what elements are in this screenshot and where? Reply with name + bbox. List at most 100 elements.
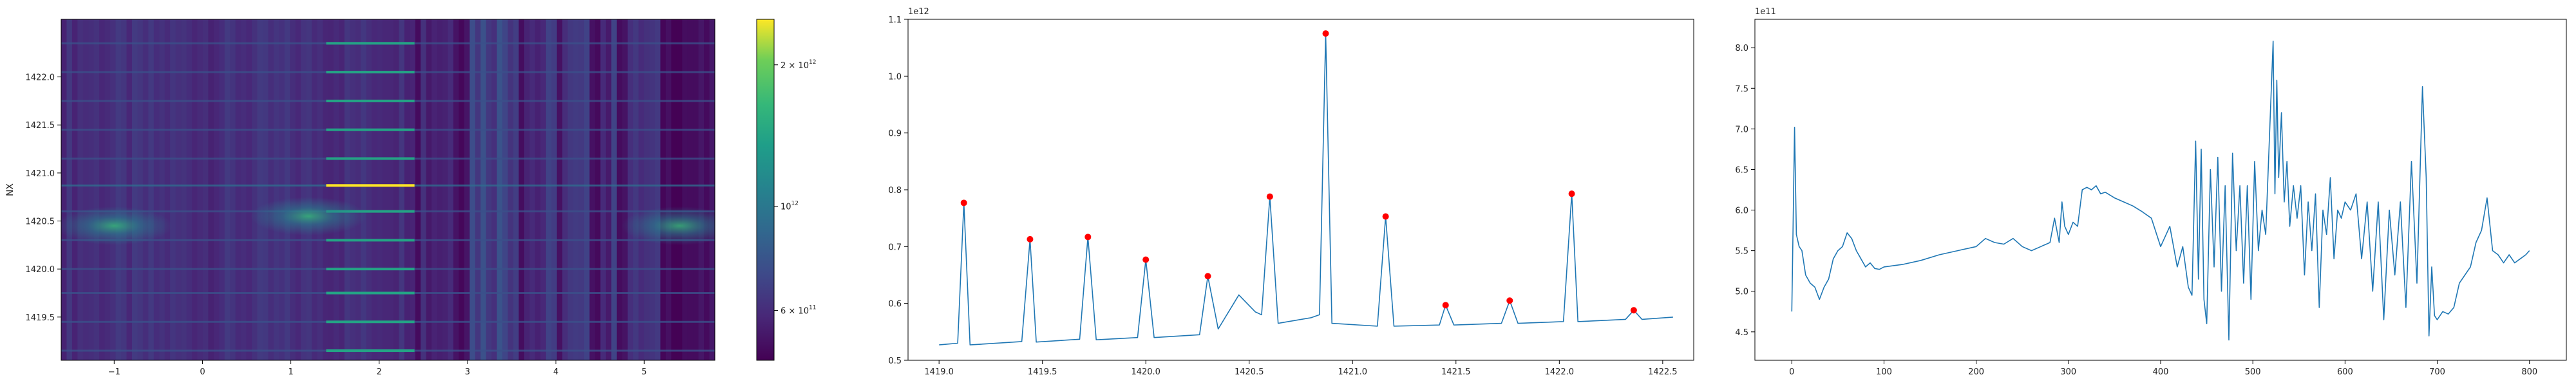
heatmap-column (219, 19, 225, 360)
x-tick-label: 700 (2429, 367, 2445, 377)
heatmap-column (192, 19, 198, 360)
peak-marker (1442, 302, 1449, 309)
heatmap-column (507, 19, 514, 360)
trace-y-ticks: 4.5 5.0 5.5 6.0 6.5 7.0 7.5 8.0 (1735, 44, 1755, 338)
heatmap-column (524, 19, 531, 360)
heatmap-column (491, 19, 498, 360)
y-tick-label: 1421.5 (26, 121, 55, 131)
x-tick-label: 600 (2337, 367, 2353, 377)
peaks-offset-text: 1e12 (908, 7, 929, 17)
heatmap-column (170, 19, 176, 360)
x-tick-label: 1422.0 (1545, 367, 1575, 377)
heatmap-column (339, 19, 345, 360)
heatmap-row-segment (326, 128, 415, 131)
heatmap-column (142, 19, 149, 360)
heatmap-y-axis-label: NX (5, 183, 15, 196)
heatmap-column (545, 19, 552, 360)
heatmap-column (366, 19, 372, 360)
heatmap-column (589, 19, 596, 360)
heatmap-column (442, 19, 449, 360)
heatmap-column (110, 19, 117, 360)
heatmap-column (344, 19, 350, 360)
heatmap-column (77, 19, 84, 360)
heatmap-y-ticks: 1419.5 1420.0 1420.5 1421.0 1421.5 1422.0 (26, 73, 61, 323)
heatmap-column (399, 19, 405, 360)
trace-x-ticks: 0 100 200 300 400 500 600 700 800 (1789, 360, 2537, 377)
heatmap-column (638, 19, 645, 360)
x-tick-label: 400 (2153, 367, 2169, 377)
heatmap-row-segment (326, 239, 415, 242)
peak-marker (1142, 256, 1150, 263)
x-tick-label: 0 (200, 367, 205, 377)
peak-marker (1027, 235, 1034, 243)
y-tick-label: 1420.5 (26, 217, 55, 227)
x-tick-label: 4 (553, 367, 558, 377)
x-tick-label: 100 (1876, 367, 1892, 377)
heatmap-column (633, 19, 639, 360)
heatmap-cells (61, 19, 715, 360)
peaks-x-ticks: 1419.0 1419.5 1420.0 1420.5 1421.0 1421.5 1422… (924, 360, 1678, 377)
heatmap-column (497, 19, 503, 360)
heatmap-column (268, 19, 274, 360)
trace-frame (1754, 19, 2567, 361)
heatmap-column (301, 19, 307, 360)
heatmap-column (644, 19, 650, 360)
y-tick-label: 0.7 (888, 243, 902, 252)
heatmap-column (99, 19, 106, 360)
heatmap-column (578, 19, 585, 360)
heatmap-column (393, 19, 400, 360)
x-tick-label: −1 (108, 367, 120, 377)
heatmap-blob (61, 206, 173, 245)
x-tick-label: 0 (1789, 367, 1794, 377)
heatmap-column (104, 19, 111, 360)
heatmap-column (372, 19, 378, 360)
heatmap-column (208, 19, 214, 360)
heatmap-column (290, 19, 296, 360)
heatmap-column (687, 19, 694, 360)
y-tick-label: 1.1 (888, 15, 902, 25)
heatmap-column (660, 19, 667, 360)
peak-marker (1568, 190, 1575, 198)
heatmap-column (88, 19, 95, 360)
heatmap-column (535, 19, 541, 360)
heatmap-column (709, 19, 715, 360)
series-line (1791, 41, 2530, 341)
heatmap-column (202, 19, 209, 360)
y-tick-label: 1420.0 (26, 265, 55, 275)
heatmap-column (698, 19, 705, 360)
heatmap-column (213, 19, 220, 360)
colorbar-gradient (756, 19, 775, 361)
heatmap-column (126, 19, 133, 360)
heatmap-column (518, 19, 525, 360)
heatmap-column (426, 19, 432, 360)
peak-marker (1266, 193, 1273, 200)
heatmap-column (415, 19, 421, 360)
heatmap-column (486, 19, 492, 360)
peak-marker (1084, 234, 1092, 241)
heatmap-column (284, 19, 290, 360)
heatmap-column (567, 19, 574, 360)
y-tick-label: 7.0 (1735, 125, 1748, 134)
peak-marker (1382, 213, 1389, 220)
heatmap-column (164, 19, 171, 360)
heatmap-column (410, 19, 416, 360)
heatmap-column (649, 19, 656, 360)
x-tick-label: 3 (465, 367, 470, 377)
heatmap-column (61, 19, 68, 360)
heatmap-column (404, 19, 410, 360)
y-tick-label: 5.0 (1735, 288, 1748, 297)
peak-markers (960, 30, 1637, 314)
heatmap-column (235, 19, 242, 360)
heatmap-column (459, 19, 465, 360)
heatmap-column (241, 19, 247, 360)
heatmap-column (704, 19, 710, 360)
y-tick-label: 1.0 (888, 72, 902, 82)
trace-offset-text: 1e11 (1755, 7, 1776, 17)
heatmap-row-segment (326, 210, 415, 213)
peaks-y-ticks: 0.5 0.6 0.7 0.8 0.9 1.0 1.1 (888, 15, 908, 366)
heatmap-column (584, 19, 591, 360)
heatmap-column (529, 19, 536, 360)
heatmap-column (181, 19, 187, 360)
y-tick-label: 1422.0 (26, 73, 55, 83)
